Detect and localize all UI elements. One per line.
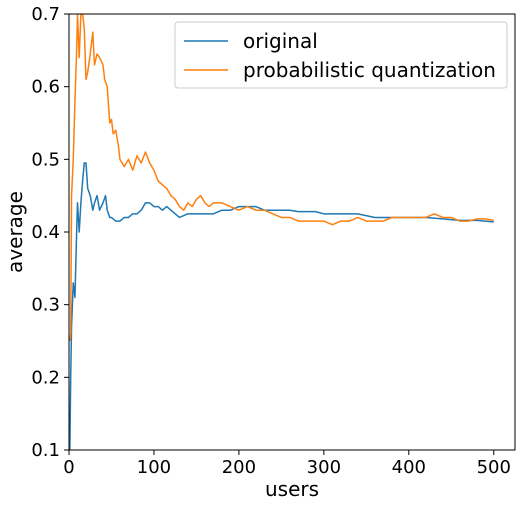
legend-label-probabilistic-quantization: probabilistic quantization — [243, 58, 496, 82]
legend-label-original: original — [243, 29, 318, 53]
x-tick-label: 400 — [392, 457, 426, 478]
y-tick-label: 0.2 — [31, 367, 60, 388]
y-tick-label: 0.7 — [31, 4, 60, 25]
x-tick-label: 500 — [477, 457, 511, 478]
y-tick-label: 0.3 — [31, 295, 60, 316]
x-tick-label: 300 — [307, 457, 341, 478]
series-line-original — [70, 163, 494, 450]
x-axis-label: users — [265, 477, 319, 501]
x-tick-label: 100 — [137, 457, 171, 478]
x-axis: 0 100 200 300 400 500 — [63, 450, 511, 478]
x-tick-label: 200 — [222, 457, 256, 478]
y-tick-label: 0.6 — [31, 77, 60, 98]
y-axis: 0.1 0.2 0.3 0.4 0.5 0.6 0.7 — [31, 4, 69, 461]
y-axis-label: average — [3, 191, 27, 273]
y-tick-label: 0.1 — [31, 440, 60, 461]
legend: original probabilistic quantization — [175, 22, 507, 88]
y-tick-label: 0.5 — [31, 149, 60, 170]
x-tick-label: 0 — [63, 457, 74, 478]
y-tick-label: 0.4 — [31, 222, 60, 243]
